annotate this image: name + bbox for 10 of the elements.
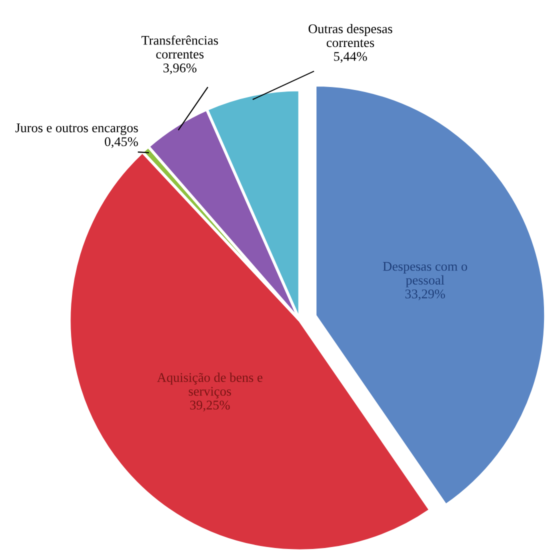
data-label: 5,44% (334, 52, 367, 63)
data-label: 3,96% (163, 63, 196, 74)
slice-label: Juros e outros encargos (15, 124, 138, 136)
slice-label: Despesas com o pessoal (382, 262, 468, 288)
data-label: 39,25% (190, 400, 230, 412)
data-label: 33,29% (405, 289, 445, 300)
slice-label: Aquisição de bens e serviços (157, 372, 262, 398)
slice-label: Transferências correntes (142, 35, 218, 59)
slice-label: Outras despesas correntes (308, 24, 392, 48)
data-label: 0,45% (104, 137, 138, 148)
